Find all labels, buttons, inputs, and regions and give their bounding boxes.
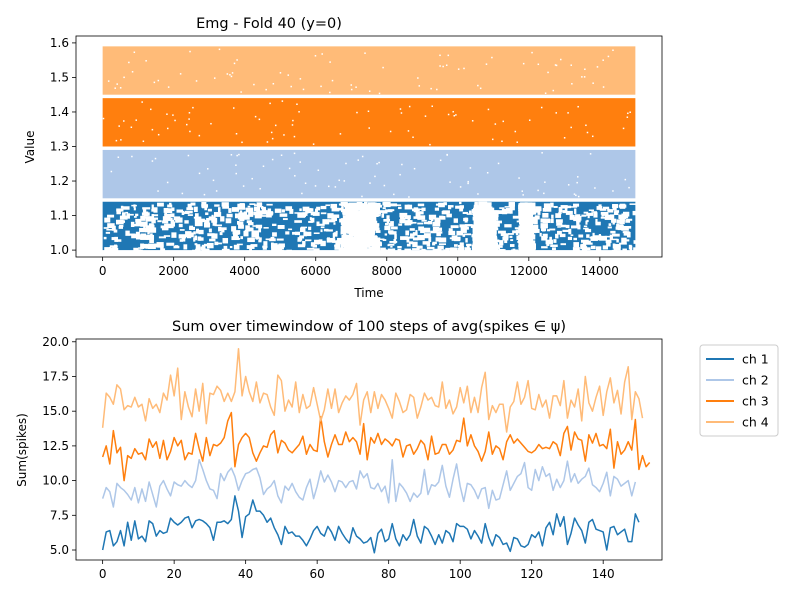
band-ch3-specks (102, 100, 631, 146)
bottom-y-tick-label: 17.5 (42, 369, 69, 383)
top-x-tick-label: 14000 (581, 264, 619, 278)
series-line-ch1 (101, 495, 640, 554)
top-chart-y-axis-label: Value (23, 131, 37, 164)
series-line-ch4 (101, 347, 644, 433)
legend-box (699, 344, 779, 437)
bottom-y-tick-label: 15.0 (42, 404, 69, 418)
bottom-x-tick-label: 100 (449, 567, 472, 581)
series-line-ch2 (101, 459, 637, 510)
bottom-y-tick-label: 5.0 (50, 543, 69, 557)
bottom-chart-legend: ch 1 ch 2 ch 3 ch 4 (699, 344, 779, 437)
bottom-y-tick-label: 7.5 (50, 508, 69, 522)
band-ch1-gaps (103, 201, 642, 258)
top-x-tick-label: 10000 (439, 264, 477, 278)
top-y-tick-label: 1.5 (50, 70, 69, 84)
bottom-x-tick-label: 120 (520, 567, 543, 581)
top-y-tick-label: 1.2 (50, 174, 69, 188)
top-chart-x-ticks: 0 2000 4000 6000 8000 10000 12000 14000 (99, 257, 619, 278)
top-chart-scatter-bands (102, 46, 642, 258)
band-ch4-specks (107, 48, 614, 95)
top-x-tick-label: 2000 (158, 264, 189, 278)
bottom-x-tick-label: 0 (99, 567, 107, 581)
band-ch2 (102, 149, 636, 199)
bottom-y-tick-label: 10.0 (42, 474, 69, 488)
band-ch3 (102, 98, 636, 147)
top-y-tick-label: 1.4 (50, 105, 69, 119)
top-chart-y-ticks: 1.0 1.1 1.2 1.3 1.4 1.5 1.6 (50, 36, 76, 257)
top-x-tick-label: 0 (99, 264, 107, 278)
bottom-y-tick-label: 12.5 (42, 439, 69, 453)
band-ch4 (102, 46, 636, 95)
top-chart-title: Emg - Fold 40 (y=0) (196, 16, 342, 32)
top-chart: Emg - Fold 40 (y=0) 0 2000 4000 6000 8000 100… (23, 16, 663, 300)
top-x-tick-label: 12000 (510, 264, 548, 278)
bottom-chart-x-ticks: 0 20 40 60 80 100 120 140 (99, 560, 615, 581)
top-chart-x-axis-label: Time (353, 286, 383, 300)
top-y-tick-label: 1.6 (50, 36, 69, 50)
bottom-x-tick-label: 80 (381, 567, 396, 581)
bottom-chart-y-axis-label: Sum(spikes) (15, 413, 29, 487)
legend-label-ch4: ch 4 (742, 415, 769, 430)
bottom-x-tick-label: 20 (167, 567, 182, 581)
bottom-y-tick-label: 20.0 (42, 335, 69, 349)
top-x-tick-label: 8000 (371, 264, 402, 278)
top-x-tick-label: 6000 (300, 264, 331, 278)
legend-label-ch1: ch 1 (742, 352, 769, 367)
top-x-tick-label: 4000 (229, 264, 260, 278)
bottom-chart-series-lines (101, 347, 651, 554)
top-y-tick-label: 1.3 (50, 140, 69, 154)
top-y-tick-label: 1.0 (50, 243, 69, 257)
bottom-chart-title: Sum over timewindow of 100 steps of avg(… (172, 319, 566, 335)
legend-label-ch2: ch 2 (742, 373, 769, 388)
bottom-chart-y-ticks: 5.0 7.5 10.0 12.5 15.0 17.5 20.0 (42, 335, 76, 557)
legend-label-ch3: ch 3 (742, 394, 769, 409)
bottom-chart-frame (75, 338, 663, 561)
bottom-x-tick-label: 60 (310, 567, 325, 581)
bottom-chart: Sum over timewindow of 100 steps of avg(… (15, 319, 663, 581)
bottom-x-tick-label: 40 (238, 567, 253, 581)
top-y-tick-label: 1.1 (50, 209, 69, 223)
bottom-x-tick-label: 140 (592, 567, 615, 581)
band-ch2-specks (110, 152, 630, 198)
series-line-ch3 (101, 411, 651, 482)
legend-entries: ch 1 ch 2 ch 3 ch 4 (706, 352, 769, 430)
